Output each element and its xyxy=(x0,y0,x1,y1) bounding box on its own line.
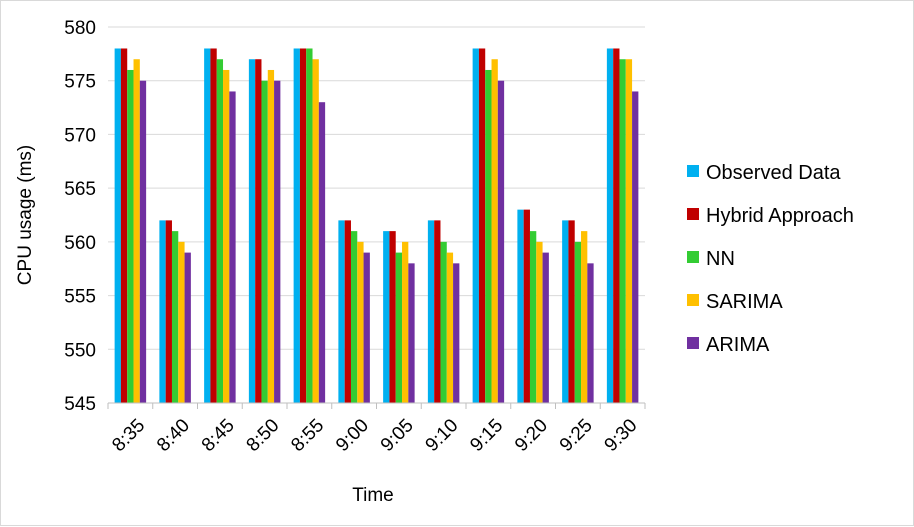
legend-label: SARIMA xyxy=(706,291,783,313)
bar-sarima xyxy=(267,69,275,403)
y-tick-label: 560 xyxy=(64,233,96,254)
bar-arima xyxy=(318,102,326,403)
bar-observed-data xyxy=(383,231,390,403)
bar-sarima xyxy=(223,69,230,403)
bar-nn xyxy=(171,231,179,403)
bar-arima xyxy=(453,263,460,403)
bar-sarima xyxy=(536,241,543,403)
bar-sarima xyxy=(446,252,454,403)
y-tick-label: 575 xyxy=(64,72,96,93)
bar-observed-data xyxy=(204,48,211,403)
bar-hybrid-approach xyxy=(120,48,128,403)
gridlines xyxy=(108,26,645,404)
y-tick-label: 580 xyxy=(64,18,96,39)
bar-hybrid-approach xyxy=(255,59,262,403)
bar-arima xyxy=(139,80,147,403)
x-tick-label: 8:55 xyxy=(287,415,328,456)
bar-sarima xyxy=(357,241,364,403)
bar-observed-data xyxy=(338,220,345,403)
y-tick-label: 550 xyxy=(64,340,96,361)
bar-arima xyxy=(229,91,236,403)
bar-arima xyxy=(363,252,370,403)
bar-hybrid-approach xyxy=(299,48,307,403)
bar-observed-data xyxy=(293,48,300,403)
bar-hybrid-approach xyxy=(434,220,441,403)
bar-nn xyxy=(395,252,403,403)
bar-sarima xyxy=(581,231,588,403)
bar-arima xyxy=(408,263,415,403)
x-tick-label: 9:15 xyxy=(466,415,507,456)
x-tick-label: 9:25 xyxy=(556,415,597,456)
legend-swatch xyxy=(687,208,699,220)
bar-hybrid-approach xyxy=(344,220,351,403)
legend-label: ARIMA xyxy=(706,334,770,356)
bar-nn xyxy=(216,59,224,403)
bar-observed-data xyxy=(114,48,121,403)
axes: 545 550 555 560 565 570 575 580 8:35 8:40 8:45 8:50… xyxy=(64,18,646,456)
x-tick-label: 9:05 xyxy=(377,415,418,456)
legend-swatch xyxy=(687,337,699,349)
bar-sarima xyxy=(491,59,498,403)
bar-sarima xyxy=(133,59,140,403)
bar-hybrid-approach xyxy=(165,220,172,403)
x-tick-label: 8:35 xyxy=(108,415,149,456)
bar-arima xyxy=(497,80,505,403)
bar-nn xyxy=(350,231,358,403)
bar-observed-data xyxy=(562,220,569,403)
x-tick-label: 8:50 xyxy=(243,415,284,456)
bar-sarima xyxy=(178,241,185,403)
x-tick-label: 8:40 xyxy=(153,415,194,456)
bar-observed-data xyxy=(517,209,524,403)
bar-sarima xyxy=(402,241,409,403)
bar-nn xyxy=(306,48,313,403)
legend-label: Observed Data xyxy=(706,162,841,184)
x-tick-label: 8:45 xyxy=(198,415,239,456)
bar-nn xyxy=(127,69,134,403)
bar-nn xyxy=(619,59,626,403)
y-axis-title: CPU usage (ms) xyxy=(15,145,36,285)
x-tick-label: 9:30 xyxy=(601,415,642,456)
bar-observed-data xyxy=(248,59,256,403)
bar-observed-data xyxy=(159,220,166,403)
bar-observed-data xyxy=(606,48,614,403)
bar-arima xyxy=(632,91,639,403)
y-tick-label: 545 xyxy=(64,394,96,415)
bar-arima xyxy=(587,263,594,403)
legend-swatch xyxy=(687,165,699,177)
x-axis-title: Time xyxy=(352,485,394,506)
legend-label: Hybrid Approach xyxy=(706,205,854,227)
bar-sarima xyxy=(625,59,633,403)
bar-nn xyxy=(440,241,447,403)
bars xyxy=(114,48,639,403)
legend-swatch xyxy=(687,251,699,263)
y-tick-label: 570 xyxy=(64,125,96,146)
legend-swatch xyxy=(687,294,699,306)
bar-observed-data xyxy=(472,48,479,403)
x-tick-label: 9:20 xyxy=(511,415,552,456)
bar-nn xyxy=(485,69,492,403)
bar-hybrid-approach xyxy=(523,209,530,403)
bar-arima xyxy=(274,80,281,403)
bar-sarima xyxy=(312,59,319,403)
bar-hybrid-approach xyxy=(210,48,217,403)
y-tick-label: 555 xyxy=(64,287,96,308)
bar-arima xyxy=(542,252,549,403)
bar-observed-data xyxy=(427,220,435,403)
legend-label: NN xyxy=(706,248,735,270)
bar-hybrid-approach xyxy=(613,48,620,403)
bar-nn xyxy=(529,231,537,403)
legend: Observed Data Hybrid Approach NN SARIMA ARIM… xyxy=(687,162,854,356)
bar-nn xyxy=(574,241,582,403)
x-tick-label: 9:00 xyxy=(332,415,373,456)
bar-hybrid-approach xyxy=(478,48,486,403)
x-tick-label: 9:10 xyxy=(422,415,463,456)
bar-hybrid-approach xyxy=(389,231,396,403)
y-tick-label: 565 xyxy=(64,179,96,200)
bar-nn xyxy=(261,80,268,403)
bar-hybrid-approach xyxy=(568,220,575,403)
bar-arima xyxy=(184,252,191,403)
